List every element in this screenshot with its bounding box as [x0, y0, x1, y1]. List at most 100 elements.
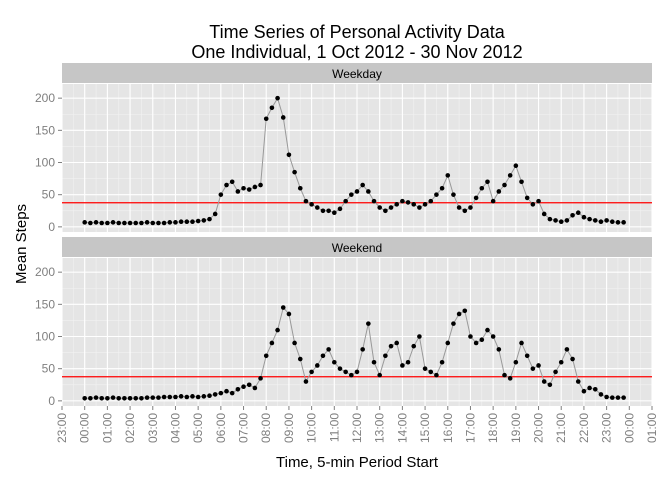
data-point	[507, 173, 513, 178]
y-tick-label: 100	[35, 156, 55, 170]
data-point	[252, 385, 258, 391]
data-point	[127, 395, 133, 401]
data-point	[190, 394, 195, 399]
data-point	[439, 185, 445, 191]
y-tick-label: 150	[35, 297, 55, 311]
data-point	[456, 205, 462, 210]
data-point	[93, 395, 99, 400]
data-point	[598, 219, 604, 225]
data-point	[269, 105, 275, 111]
data-point	[581, 388, 587, 394]
data-point	[195, 394, 201, 400]
x-tick-label: 23:00	[55, 413, 69, 443]
data-point	[173, 394, 178, 400]
data-point	[405, 200, 411, 205]
x-tick-label: 17:00	[463, 413, 477, 443]
x-tick-label: 11:00	[327, 413, 341, 442]
data-point	[570, 212, 575, 218]
chart-title-line2: One Individual, 1 Oct 2012 - 30 Nov 2012	[191, 42, 522, 62]
data-point	[592, 218, 598, 223]
panel-weekend: Weekend 0 50 100 150 200	[35, 237, 653, 408]
y-tick-label: 50	[42, 362, 56, 376]
data-point	[212, 211, 218, 217]
data-point	[496, 189, 502, 194]
x-tick-label: 16:00	[441, 413, 455, 443]
data-point	[366, 321, 371, 326]
data-point	[428, 369, 434, 375]
data-point	[354, 189, 360, 194]
data-point	[88, 220, 93, 226]
data-point	[598, 392, 604, 397]
data-point	[93, 220, 99, 225]
data-point	[377, 205, 382, 210]
data-point	[388, 343, 394, 349]
y-tick-label: 150	[35, 123, 55, 137]
x-tick-label: 18:00	[486, 413, 500, 443]
data-point	[122, 220, 127, 226]
data-point	[150, 395, 156, 400]
data-point	[536, 363, 541, 368]
x-tick-label: 01:00	[100, 413, 114, 443]
data-point	[502, 182, 507, 188]
data-point	[116, 220, 122, 226]
data-point	[394, 202, 400, 207]
chart-title-line1: Time Series of Personal Activity Data	[209, 22, 505, 42]
data-point	[235, 386, 241, 392]
data-point	[207, 216, 212, 222]
data-point	[229, 390, 235, 396]
data-point	[190, 219, 195, 225]
data-point	[173, 220, 178, 225]
data-point	[513, 359, 519, 365]
data-point	[479, 185, 485, 191]
data-point	[320, 208, 326, 214]
data-point	[377, 372, 382, 378]
y-tick-label: 0	[48, 220, 55, 234]
data-point	[343, 369, 348, 375]
data-point	[507, 376, 513, 381]
data-point	[366, 189, 371, 194]
grid-weekday	[61, 84, 653, 232]
data-point	[604, 394, 609, 400]
data-point	[224, 182, 229, 188]
data-point	[615, 395, 621, 400]
x-tick-label: 21:00	[554, 413, 568, 443]
data-point	[456, 311, 462, 317]
x-tick-label: 00:00	[622, 413, 636, 443]
data-point	[133, 395, 139, 401]
data-point	[309, 369, 314, 375]
data-point	[178, 219, 184, 225]
data-point	[224, 388, 229, 394]
data-point	[82, 220, 87, 225]
data-point	[297, 185, 303, 191]
strip-weekday-label: Weekday	[332, 67, 382, 81]
data-point	[615, 220, 621, 225]
data-point	[394, 340, 400, 346]
x-tick-label: 14:00	[395, 413, 409, 443]
y-tick-label: 200	[35, 265, 55, 279]
data-point	[207, 393, 212, 399]
data-point	[99, 395, 105, 401]
data-point	[405, 359, 411, 365]
data-point	[541, 211, 547, 217]
data-point	[337, 366, 343, 371]
data-point	[110, 395, 116, 400]
data-point	[286, 152, 292, 158]
data-point	[547, 382, 553, 388]
data-point	[575, 379, 581, 384]
data-point	[241, 384, 246, 389]
data-point	[144, 395, 150, 400]
data-point	[343, 198, 348, 204]
data-point	[553, 218, 558, 223]
data-point	[575, 210, 581, 215]
data-point	[275, 95, 280, 101]
y-axis-weekday: 0 50 100 150 200	[35, 91, 62, 234]
y-tick-label: 0	[48, 394, 55, 408]
x-tick-label: 12:00	[350, 413, 364, 443]
data-point	[127, 220, 133, 226]
data-point	[609, 219, 615, 225]
data-point	[88, 395, 93, 401]
data-point	[122, 395, 127, 401]
data-point	[445, 340, 451, 346]
data-point	[519, 179, 524, 185]
